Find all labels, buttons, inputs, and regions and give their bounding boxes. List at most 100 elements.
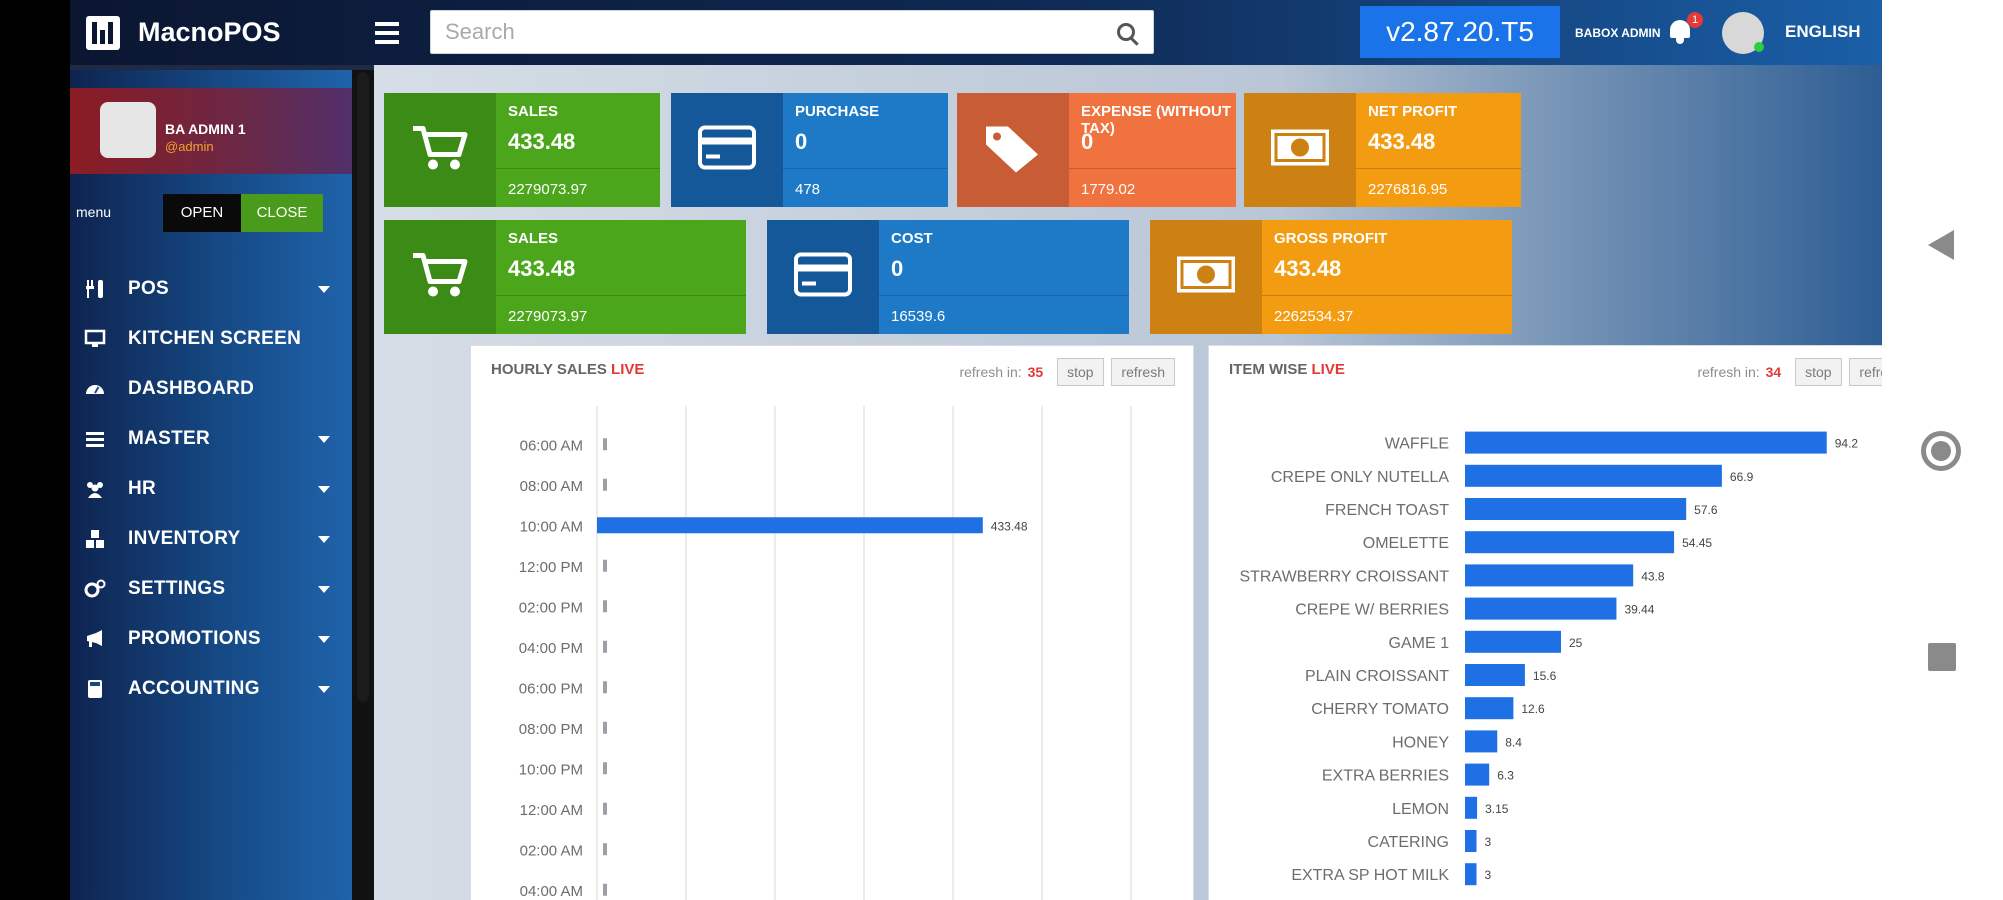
sidebar: BA ADMIN 1 @admin menu OPEN CLOSE POS KIT…	[70, 70, 352, 900]
sidebar-item-pos[interactable]: POS	[70, 264, 352, 314]
version-badge[interactable]: v2.87.20.T5	[1360, 6, 1560, 58]
hamburger-menu-icon[interactable]	[375, 22, 399, 49]
sidebar-item-settings[interactable]: SETTINGS	[70, 564, 352, 614]
item-bar[interactable]	[1465, 863, 1477, 886]
hourly-category-label: 08:00 AM	[520, 478, 583, 495]
sidebar-item-hr[interactable]: HR	[70, 464, 352, 514]
profile-handle: @admin	[165, 139, 214, 154]
stat-card-gross-profit[interactable]: GROSS PROFIT 433.48 2262534.37	[1150, 220, 1512, 334]
sidebar-item-kitchen-screen[interactable]: KITCHEN SCREEN	[70, 314, 352, 364]
item-wise-chart: WAFFLE 94.2 CREPE ONLY NUTELLA 66.9 FRENCH T…	[1239, 431, 1858, 886]
stat-card-body: PURCHASE 0 478	[783, 93, 948, 207]
hourly-category-label: 04:00 PM	[519, 640, 583, 657]
stat-card-total: 478	[795, 181, 821, 198]
item-value-label: 8.4	[1505, 735, 1522, 749]
item-category-label: EXTRA BERRIES	[1322, 768, 1449, 785]
item-bar[interactable]	[1465, 464, 1722, 487]
item-bar[interactable]	[1465, 498, 1687, 520]
stat-card-net-profit[interactable]: NET PROFIT 433.48 2276816.95	[1244, 93, 1521, 207]
item-value-label: 6.3	[1497, 769, 1514, 783]
stat-card-value: 0	[1081, 129, 1094, 154]
stat-card-sales[interactable]: SALES 433.48 2279073.97	[384, 93, 660, 207]
stop-button[interactable]: stop	[1795, 358, 1842, 386]
item-bar[interactable]	[1465, 564, 1634, 587]
refresh-label: refresh in:	[1697, 364, 1760, 380]
item-value-label: 43.8	[1641, 569, 1665, 583]
stat-card-value: 433.48	[1368, 129, 1436, 154]
stat-card-icon-box	[767, 220, 879, 334]
stat-card-title: SALES	[508, 230, 559, 247]
back-icon[interactable]	[1928, 230, 1954, 260]
avatar[interactable]	[1722, 12, 1764, 54]
item-bar[interactable]	[1465, 597, 1617, 620]
live-indicator: LIVE	[1311, 361, 1345, 378]
sidebar-item-label: KITCHEN SCREEN	[128, 328, 302, 349]
item-bar[interactable]	[1465, 796, 1478, 819]
calculator-icon	[84, 678, 106, 700]
refresh-countdown: 34	[1765, 364, 1782, 380]
item-bar[interactable]	[1465, 763, 1490, 786]
stat-card-cost[interactable]: COST 0 16539.6	[767, 220, 1129, 334]
hourly-bar-stub	[603, 802, 607, 815]
item-value-label: 57.6	[1694, 503, 1718, 517]
stat-card-purchase[interactable]: PURCHASE 0 478	[671, 93, 948, 207]
users-icon	[84, 478, 106, 500]
sidebar-item-inventory[interactable]: INVENTORY	[70, 514, 352, 564]
sidebar-item-dashboard[interactable]: DASHBOARD	[70, 364, 352, 414]
refresh-button[interactable]: refresh	[1111, 358, 1175, 386]
cubes-icon	[84, 528, 106, 550]
item-value-label: 3	[1485, 835, 1492, 849]
stat-card-title: EXPENSE (WITHOUT TAX)	[1081, 103, 1232, 137]
hourly-category-label: 12:00 AM	[520, 802, 583, 819]
item-bar[interactable]	[1465, 630, 1561, 653]
item-category-label: OMELETTE	[1363, 535, 1449, 552]
credit-card-icon	[793, 252, 853, 303]
hourly-sales-panel: HOURLY SALES LIVE refresh in: 35 stop re…	[470, 345, 1194, 900]
language-selector[interactable]: ENGLISH	[1785, 22, 1861, 41]
item-value-label: 66.9	[1730, 470, 1754, 484]
sidebar-profile[interactable]: BA ADMIN 1 @admin	[70, 88, 352, 174]
item-category-label: CHERRY TOMATO	[1311, 701, 1449, 718]
profile-name: BA ADMIN 1	[165, 121, 246, 137]
stat-card-footer: 478	[783, 168, 948, 207]
hourly-bar-stub	[603, 843, 607, 856]
bell-icon[interactable]	[1668, 18, 1692, 44]
tags-icon	[982, 121, 1044, 180]
stat-card-value: 0	[795, 129, 808, 154]
menu-open-button[interactable]: OPEN	[163, 194, 241, 232]
stat-card-sales[interactable]: SALES 433.48 2279073.97	[384, 220, 746, 334]
home-icon[interactable]	[1921, 431, 1961, 471]
item-bar[interactable]	[1465, 664, 1525, 686]
stop-button[interactable]: stop	[1057, 358, 1104, 386]
top-bar: MacnoPOS v2.87.20.T5 BABOX ADMIN 1 ENGLI…	[70, 0, 1882, 65]
hourly-category-label: 10:00 AM	[520, 518, 583, 535]
item-bar[interactable]	[1465, 431, 1827, 454]
refresh-button[interactable]: refresh	[1849, 358, 1882, 386]
stat-card-value: 433.48	[508, 256, 576, 281]
chevron-down-icon	[318, 436, 330, 443]
recent-apps-icon[interactable]	[1928, 643, 1956, 671]
stat-card-total: 2262534.37	[1274, 308, 1354, 325]
sidebar-item-accounting[interactable]: ACCOUNTING	[70, 664, 352, 714]
hourly-bar[interactable]	[597, 517, 983, 534]
brand-logo-icon	[86, 16, 120, 50]
item-category-label: CREPE W/ BERRIES	[1295, 602, 1449, 619]
search-icon[interactable]	[1117, 23, 1135, 41]
menu-close-button[interactable]: CLOSE	[241, 194, 323, 232]
item-bar[interactable]	[1465, 830, 1477, 852]
item-value-label: 12.6	[1521, 702, 1545, 716]
stat-card-expense-without-tax[interactable]: EXPENSE (WITHOUT TAX) 0 1779.02	[957, 93, 1236, 207]
chevron-down-icon	[318, 636, 330, 643]
sidebar-item-master[interactable]: MASTER	[70, 414, 352, 464]
sidebar-item-promotions[interactable]: PROMOTIONS	[70, 614, 352, 664]
item-bar[interactable]	[1465, 697, 1514, 720]
chevron-down-icon	[318, 286, 330, 293]
sidebar-scrollbar-thumb[interactable]	[357, 72, 369, 702]
stat-card-title: SALES	[508, 103, 559, 120]
username-label[interactable]: BABOX ADMIN	[1575, 26, 1661, 40]
stat-card-total: 1779.02	[1081, 181, 1136, 198]
hourly-category-label: 06:00 PM	[519, 680, 583, 697]
item-bar[interactable]	[1465, 730, 1498, 753]
item-bar[interactable]	[1465, 531, 1675, 554]
search-input[interactable]	[431, 11, 1107, 53]
